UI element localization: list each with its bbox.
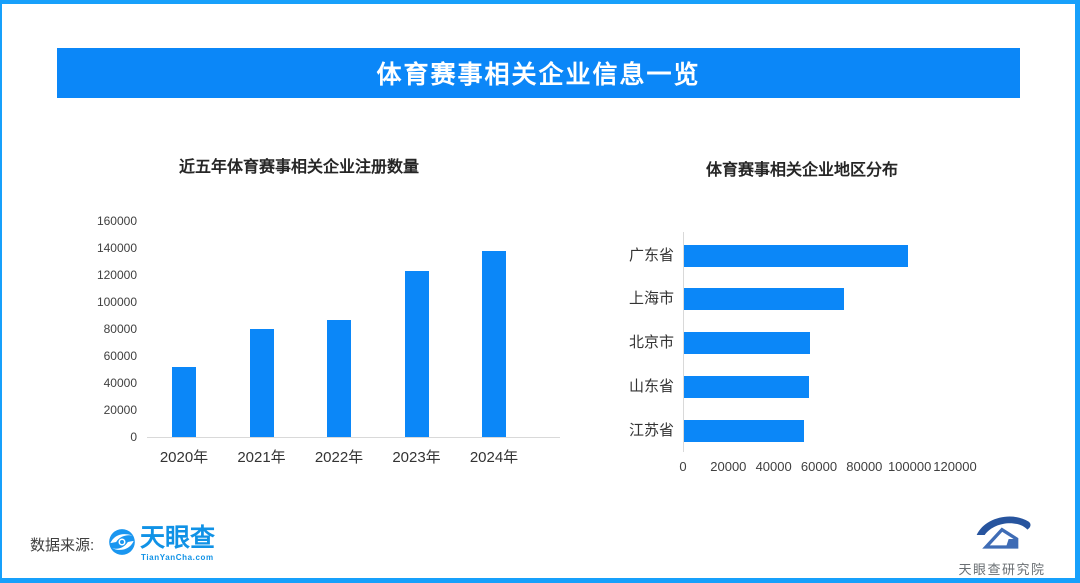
- x-tick-label: 0: [679, 459, 687, 474]
- x-tick-label: 120000: [933, 459, 977, 474]
- y-category-label: 山东省: [628, 378, 674, 396]
- y-tick-label: 140000: [96, 241, 137, 255]
- x-category-label: 2024年: [469, 449, 519, 466]
- x-category-label: 2020年: [159, 449, 209, 466]
- tianyancha-domain-text: TianYanCha.com: [141, 553, 214, 562]
- x-category-label: 2022年: [314, 449, 364, 466]
- y-tick-label: 80000: [103, 322, 137, 336]
- bar: [327, 320, 351, 437]
- x-category-label: 2023年: [392, 449, 441, 466]
- y-tick-label: 100000: [96, 295, 137, 309]
- y-category-label: 江苏省: [628, 422, 674, 440]
- x-tick-label: 40000: [755, 459, 792, 474]
- registrations-x-axis-line: [147, 437, 560, 438]
- bar: [684, 332, 810, 355]
- x-tick-label: 20000: [710, 459, 747, 474]
- research-institute-label: 天眼查研究院: [958, 562, 1046, 577]
- bar: [482, 251, 506, 437]
- y-tick-label: 120000: [96, 268, 137, 282]
- data-source-label: 数据来源:: [30, 537, 95, 554]
- x-tick-label: 80000: [846, 459, 883, 474]
- bar: [404, 270, 429, 437]
- research-institute-logo-icon: [970, 516, 1034, 558]
- y-tick-label: 160000: [96, 214, 137, 228]
- y-tick-label: 40000: [103, 376, 137, 390]
- x-tick-label: 60000: [800, 459, 838, 474]
- tianyancha-eye-icon: [108, 528, 136, 561]
- x-tick-label: 100000: [887, 459, 932, 474]
- y-category-label: 北京市: [628, 334, 674, 352]
- region-y-axis-line: [683, 232, 684, 452]
- x-category-label: 2021年: [237, 449, 286, 466]
- bar: [172, 366, 196, 437]
- y-tick-label: 20000: [103, 403, 137, 417]
- y-category-label: 广东省: [628, 246, 674, 264]
- bar: [684, 376, 809, 399]
- region-plot: 广东省上海市北京市山东省江苏省 0 20000 40000 60000 80000 1000…: [2, 4, 1075, 578]
- tianyancha-wordmark: 天眼查: [140, 524, 216, 552]
- y-category-label: 上海市: [628, 290, 674, 308]
- bar: [684, 288, 844, 311]
- region-chart-title: 体育赛事相关企业地区分布: [705, 162, 898, 179]
- registrations-chart-title: 近五年体育赛事相关企业注册数量: [179, 159, 420, 176]
- bar: [684, 244, 909, 267]
- bar: [249, 329, 274, 437]
- page-title-banner: 体育赛事相关企业信息一览: [57, 48, 1020, 98]
- page-title: 体育赛事相关企业信息一览: [376, 61, 701, 89]
- data-source: 数据来源:: [30, 534, 94, 555]
- research-institute-logo: 天眼查研究院: [942, 512, 1062, 578]
- bar: [684, 420, 805, 443]
- y-tick-label: 60000: [103, 349, 137, 363]
- y-tick-label: 0: [130, 430, 137, 444]
- registrations-plot: 160000 140000 120000 100000 80000 60000 40000 2…: [2, 4, 1075, 578]
